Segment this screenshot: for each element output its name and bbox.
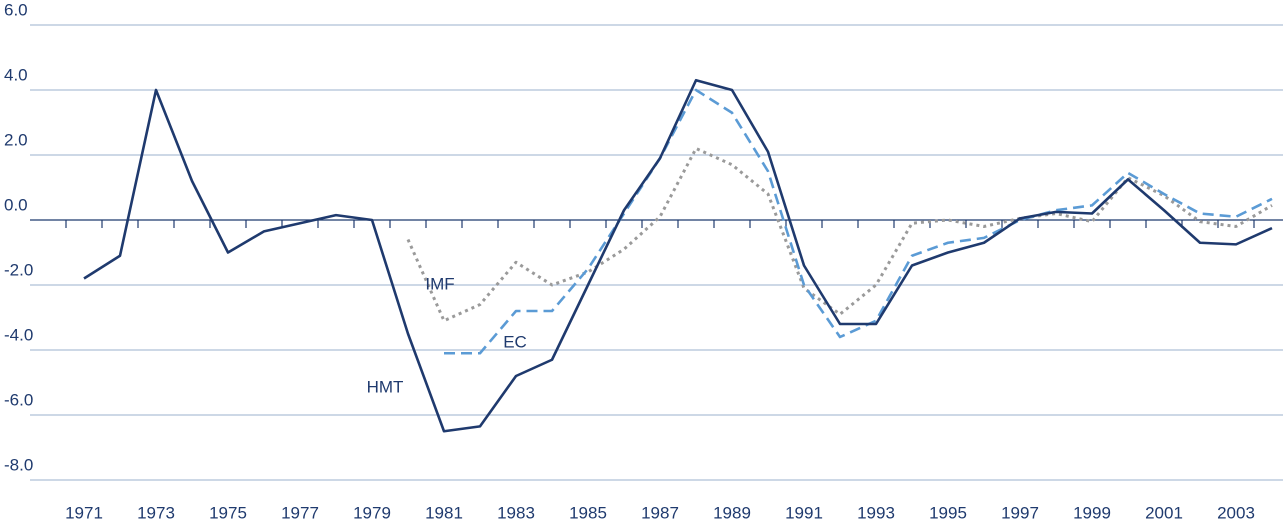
x-tick-label: 1975 <box>209 503 247 522</box>
x-tick-label: 1981 <box>425 503 463 522</box>
x-tick-label: 1993 <box>857 503 895 522</box>
x-tick-label: 1985 <box>569 503 607 522</box>
series-label: IMF <box>425 274 454 293</box>
x-tick-label: 1977 <box>281 503 319 522</box>
y-tick-label: -4.0 <box>4 325 33 344</box>
series-label: EC <box>503 332 527 351</box>
series-line <box>406 147 1273 323</box>
x-tick-label: 1979 <box>353 503 391 522</box>
y-tick-label: -6.0 <box>4 390 33 409</box>
y-tick-label: 4.0 <box>4 65 28 84</box>
x-tick-label: 1991 <box>785 503 823 522</box>
y-tick-label: 2.0 <box>4 130 28 149</box>
x-tick-label: 2003 <box>1217 503 1255 522</box>
series-line <box>83 78 1273 433</box>
x-tick-label: 1995 <box>929 503 967 522</box>
x-tick-label: 1971 <box>65 503 103 522</box>
x-tick-label: 1989 <box>713 503 751 522</box>
y-tick-label: -2.0 <box>4 260 33 279</box>
series-label: HMT <box>367 377 404 396</box>
series-line <box>444 88 1273 355</box>
y-tick-label: 6.0 <box>4 0 28 19</box>
y-tick-label: -8.0 <box>4 455 33 474</box>
x-tick-label: 1997 <box>1001 503 1039 522</box>
y-tick-label: 0.0 <box>4 195 28 214</box>
x-tick-label: 1973 <box>137 503 175 522</box>
x-tick-label: 2001 <box>1145 503 1183 522</box>
x-tick-label: 1983 <box>497 503 535 522</box>
x-tick-label: 1987 <box>641 503 679 522</box>
x-tick-label: 1999 <box>1073 503 1111 522</box>
